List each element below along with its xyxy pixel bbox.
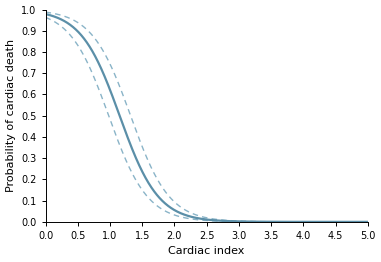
X-axis label: Cardiac index: Cardiac index bbox=[168, 247, 245, 256]
Y-axis label: Probability of cardiac death: Probability of cardiac death bbox=[6, 39, 16, 192]
